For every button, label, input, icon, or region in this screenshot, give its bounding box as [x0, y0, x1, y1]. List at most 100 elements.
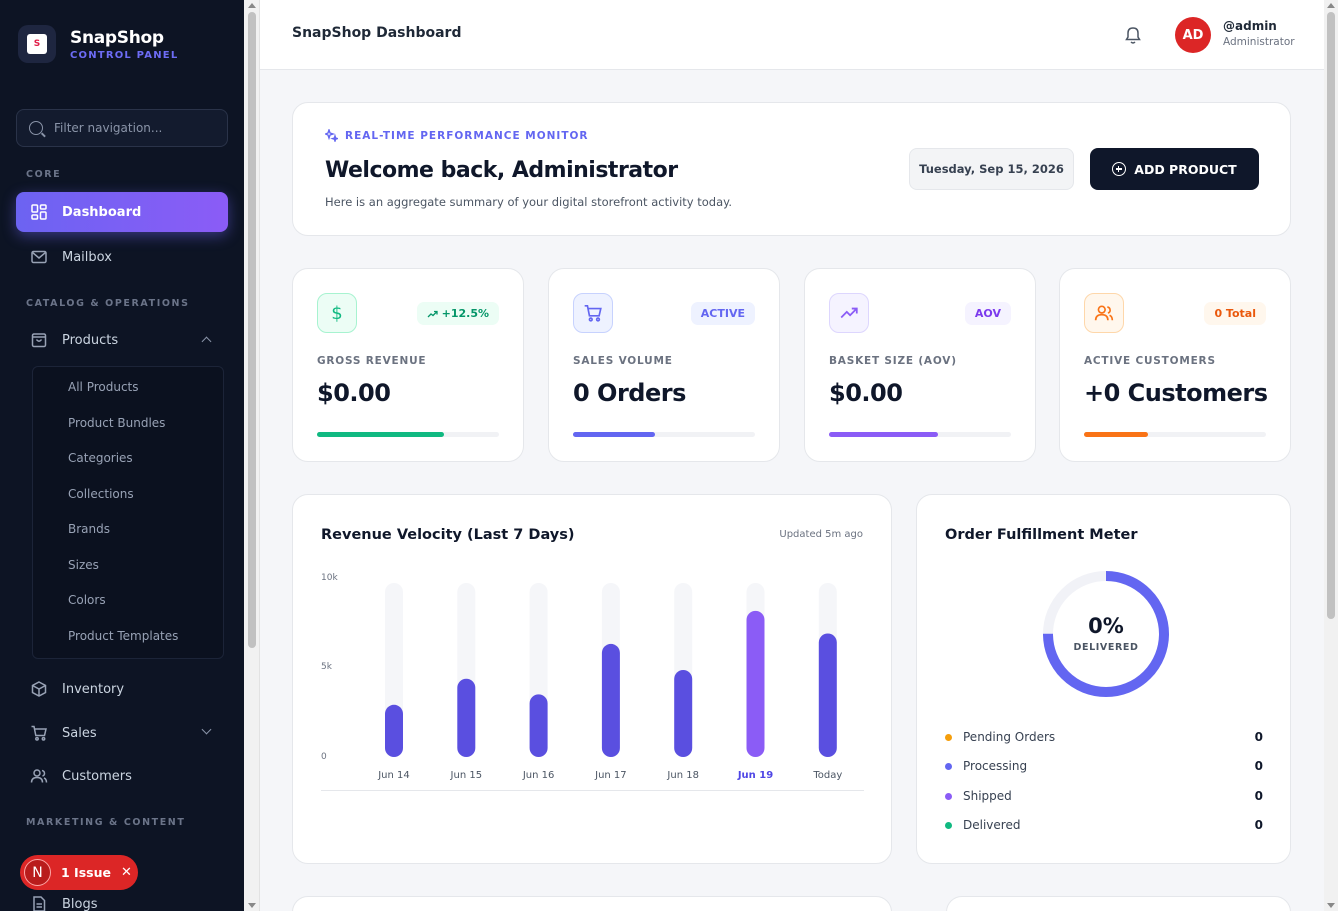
submenu-item-categories[interactable]: Categories: [68, 451, 133, 465]
legend-count: 0: [1254, 759, 1263, 773]
stat-card-gross-revenue[interactable]: $ +12.5% GROSS REVENUE $0.00: [292, 268, 524, 462]
bar-jun-14[interactable]: [385, 704, 403, 757]
legend-dot: [945, 762, 952, 770]
section-catalog: CATALOG & OPERATIONS: [26, 298, 190, 309]
legend-dot: [945, 733, 952, 741]
nav-search-input[interactable]: [54, 121, 214, 135]
stat-badge-text: +12.5%: [441, 307, 489, 320]
sparkle-icon: [325, 129, 338, 142]
sidebar-item-dashboard[interactable]: Dashboard: [16, 192, 228, 232]
x-tick-label: Jun 14: [377, 770, 410, 781]
sidebar-item-label: Sales: [62, 725, 97, 741]
bar-jun-16[interactable]: [529, 694, 548, 757]
nav-search[interactable]: [16, 109, 228, 147]
bar-jun-19[interactable]: [746, 610, 765, 757]
page-title: SnapShop Dashboard: [292, 25, 462, 41]
scroll-down-icon[interactable]: [1327, 903, 1335, 908]
scrollbar-thumb[interactable]: [1327, 12, 1335, 619]
users-icon: [30, 769, 48, 783]
grid-icon: [31, 204, 47, 220]
brand-subtitle: CONTROL PANEL: [70, 49, 179, 61]
chevron-up-icon: [201, 336, 212, 347]
bar-jun-18[interactable]: [674, 670, 693, 757]
stat-progress-fill: [1084, 432, 1148, 437]
avatar[interactable]: AD: [1175, 17, 1211, 53]
document-icon: [33, 896, 46, 911]
legend-count: 0: [1254, 789, 1263, 803]
bag-icon: [31, 333, 47, 348]
legend-label: Pending Orders: [963, 730, 1056, 744]
mail-icon: [31, 250, 47, 264]
trend-icon: [829, 293, 869, 333]
stat-progress: [829, 432, 1011, 437]
legend-processing: Processing 0: [945, 756, 1263, 776]
welcome-heading: Welcome back, Administrator: [325, 158, 678, 183]
submenu-item-sizes[interactable]: Sizes: [68, 558, 99, 572]
submenu-item-brands[interactable]: Brands: [68, 522, 110, 536]
x-tick-label: Jun 19: [737, 770, 773, 781]
bell-icon[interactable]: [1124, 25, 1142, 45]
submenu-item-product-templates[interactable]: Product Templates: [68, 629, 179, 643]
issue-label: 1 Issue: [61, 865, 111, 880]
x-tick-label: Today: [812, 770, 842, 781]
fulfillment-meter-card: Order Fulfillment Meter 0% DELIVERED Pen…: [916, 494, 1291, 864]
sidebar-item-label: Inventory: [62, 681, 125, 697]
sidebar-item-blogs[interactable]: Blogs: [16, 884, 228, 911]
sidebar: S SnapShop CONTROL PANEL CORE Dashboard …: [0, 0, 244, 911]
legend-count: 0: [1254, 730, 1263, 744]
issue-badge[interactable]: N 1 Issue ✕: [20, 855, 138, 890]
submenu-item-product-bundles[interactable]: Product Bundles: [68, 416, 166, 430]
sidebar-item-products[interactable]: Products: [16, 320, 228, 360]
sidebar-item-label: Products: [62, 332, 119, 348]
bar-today[interactable]: [818, 633, 837, 757]
sidebar-item-mailbox[interactable]: Mailbox: [16, 237, 228, 277]
submenu-item-collections[interactable]: Collections: [68, 487, 134, 501]
bar-jun-15[interactable]: [457, 678, 476, 757]
y-tick-label: 10k: [321, 573, 338, 583]
box-icon: [31, 681, 47, 697]
add-product-button[interactable]: ADD PRODUCT: [1090, 148, 1259, 190]
scroll-up-icon[interactable]: [248, 3, 256, 8]
bottom-card-right: [946, 896, 1291, 911]
sidebar-item-sales[interactable]: Sales: [16, 713, 228, 753]
close-icon[interactable]: ✕: [120, 865, 132, 880]
revenue-bar-chart: Jun 14 Jun 15 Jun 16 Jun 17 Jun 18 Jun 19 Toda…: [377, 583, 842, 781]
search-icon: [29, 121, 43, 135]
stat-card-basket-size[interactable]: AOV BASKET SIZE (AOV) $0.00: [804, 268, 1036, 462]
stat-value: +0 Customers: [1084, 379, 1268, 407]
stat-badge: +12.5%: [416, 302, 499, 325]
sidebar-item-inventory[interactable]: Inventory: [16, 669, 228, 709]
trend-up-icon: [427, 310, 438, 317]
submenu-item-all-products[interactable]: All Products: [68, 380, 139, 394]
sidebar-item-label: Dashboard: [62, 204, 142, 220]
sidebar-scrollbar[interactable]: [244, 0, 260, 911]
sidebar-item-label: Customers: [62, 768, 132, 784]
revenue-chart-card: Revenue Velocity (Last 7 Days) Updated 5…: [292, 494, 892, 864]
user-name[interactable]: @admin: [1223, 19, 1277, 33]
legend-count: 0: [1254, 818, 1263, 832]
bottom-card-left: [292, 896, 892, 911]
chart-title: Revenue Velocity (Last 7 Days): [321, 527, 575, 543]
stat-value: 0 Orders: [573, 379, 686, 407]
cart-icon: [573, 293, 613, 333]
date-display[interactable]: Tuesday, Sep 15, 2026: [909, 148, 1074, 190]
main-scrollbar[interactable]: [1324, 0, 1338, 911]
scrollbar-thumb[interactable]: [248, 12, 256, 648]
products-submenu: [32, 366, 224, 659]
scroll-up-icon[interactable]: [1327, 3, 1335, 8]
scroll-down-icon[interactable]: [248, 903, 256, 908]
cart-icon: [31, 725, 47, 741]
section-core: CORE: [26, 169, 62, 180]
stat-label: SALES VOLUME: [573, 355, 673, 367]
brand[interactable]: S SnapShop CONTROL PANEL: [18, 25, 178, 63]
sidebar-item-customers[interactable]: Customers: [16, 756, 228, 796]
plus-circle-icon: [1112, 162, 1127, 176]
stat-progress: [1084, 432, 1266, 437]
donut-ring: [1043, 571, 1169, 697]
stat-progress-fill: [317, 432, 445, 437]
bar-jun-17[interactable]: [601, 643, 620, 757]
stat-card-active-customers[interactable]: 0 Total ACTIVE CUSTOMERS +0 Customers: [1059, 268, 1291, 462]
legend-pending: Pending Orders 0: [945, 727, 1263, 747]
stat-card-sales-volume[interactable]: ACTIVE SALES VOLUME 0 Orders: [548, 268, 780, 462]
submenu-item-colors[interactable]: Colors: [68, 593, 106, 607]
